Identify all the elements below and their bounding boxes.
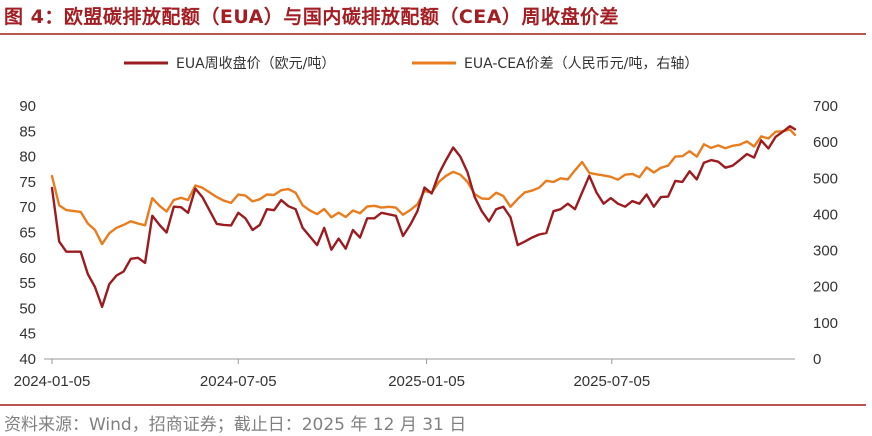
x-tick-label: 2024-07-05: [200, 373, 277, 390]
left-tick-label: 55: [19, 275, 36, 292]
left-tick-label: 60: [19, 250, 36, 267]
left-tick-label: 65: [19, 225, 36, 242]
left-tick-label: 80: [19, 149, 36, 166]
legend-label-spread: EUA-CEA价差（人民币元/吨，右轴）: [464, 56, 698, 72]
left-tick-label: 45: [19, 326, 36, 343]
right-tick-label: 600: [813, 134, 838, 151]
series-line-eua: [50, 124, 797, 309]
left-tick-label: 50: [19, 300, 36, 317]
chart-title: 图 4：欧盟碳排放配额（EUA）与国内碳排放配额（CEA）周收盘价差: [4, 6, 619, 28]
left-tick-label: 40: [19, 351, 36, 368]
right-tick-label: 300: [813, 243, 838, 260]
right-tick-label: 200: [813, 279, 838, 296]
x-tick-label: 2025-01-05: [388, 373, 465, 390]
left-tick-label: 85: [19, 123, 36, 140]
x-tick-label: 2024-01-05: [14, 373, 91, 390]
footer-rule: [0, 404, 866, 406]
right-tick-label: 400: [813, 206, 838, 223]
right-tick-label: 0: [813, 351, 821, 368]
right-tick-label: 100: [813, 315, 838, 332]
left-tick-label: 70: [19, 199, 36, 216]
legend-label-eua: EUA周收盘价（欧元/吨）: [176, 55, 335, 72]
left-tick-label: 75: [19, 174, 36, 191]
source-note: 资料来源：Wind，招商证券；截止日：2025 年 12 月 31 日: [4, 415, 467, 435]
title-rule: [0, 33, 866, 35]
right-tick-label: 500: [813, 170, 838, 187]
left-tick-label: 90: [19, 98, 36, 115]
x-tick-label: 2025-07-05: [573, 373, 650, 390]
legend: EUA周收盘价（欧元/吨） EUA-CEA价差（人民币元/吨，右轴）: [124, 55, 698, 72]
right-tick-label: 700: [813, 98, 838, 115]
series-line-spread: [50, 128, 797, 246]
